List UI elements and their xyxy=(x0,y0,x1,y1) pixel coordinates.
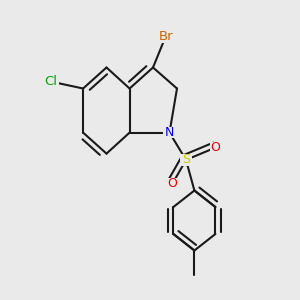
Text: S: S xyxy=(182,153,190,167)
Bar xyxy=(210,142,221,153)
Bar xyxy=(157,30,175,43)
Text: N: N xyxy=(165,126,174,139)
Text: Br: Br xyxy=(158,30,173,43)
Bar xyxy=(180,154,192,166)
Text: O: O xyxy=(211,141,220,154)
Bar xyxy=(167,178,178,189)
Text: Cl: Cl xyxy=(44,75,58,88)
Bar xyxy=(43,75,59,88)
Bar xyxy=(164,127,175,138)
Text: O: O xyxy=(168,177,177,190)
